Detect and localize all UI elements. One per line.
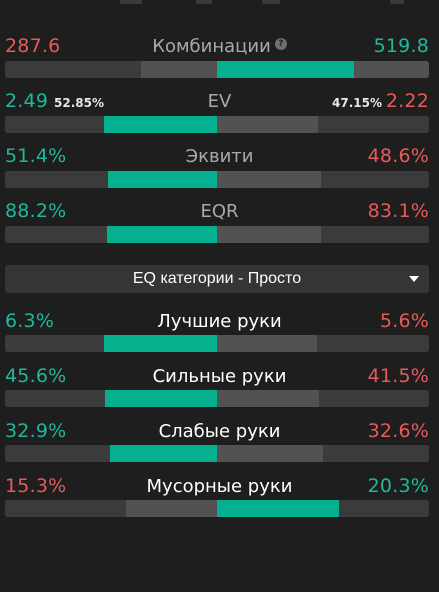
best-left-value: 6.3% [5,310,55,332]
bar-right-gap [317,335,429,352]
ev-right-percent: 47.15% [332,96,382,110]
equity-right-value: 48.6% [367,145,429,167]
bar-right-fill [217,500,339,517]
best-title: Лучшие руки [157,311,282,332]
bar-right-fill [217,445,323,462]
combinations-bar [5,61,429,78]
bar-left-fill [108,171,217,188]
ev-left-value: 2.49 [5,90,49,112]
bar-left-fill [107,226,217,243]
bar-right-gap [321,171,429,188]
bar-right-gap [321,226,429,243]
trash-right-value: 20.3% [367,475,429,497]
bar-left-gap [5,445,110,462]
bar-left-gap [5,61,141,78]
weak-right-value: 32.6% [367,420,429,442]
bar-right-fill [217,335,317,352]
stat-row-combinations: 287.6 Комбинации? 519.8 [0,32,439,62]
bar-left-gap [5,116,104,133]
bar-left-fill [104,335,217,352]
chevron-down-icon[interactable] [409,276,419,282]
strong-bar [5,390,429,407]
bar-left-gap [5,500,126,517]
bar-left-fill [141,61,217,78]
weak-left-value: 32.9% [5,420,67,442]
strong-title: Сильные руки [152,366,287,387]
bar-left-fill [110,445,217,462]
category-row-trash: 15.3% Мусорные руки 20.3% [0,472,439,502]
weak-title: Слабые руки [158,421,281,442]
bar-left-gap [5,390,105,407]
bar-right-gap [354,61,429,78]
ev-title: EV [207,91,232,112]
bar-right-fill [217,61,354,78]
eqr-right-value: 83.1% [367,200,429,222]
category-row-best: 6.3% Лучшие руки 5.6% [0,307,439,337]
bar-right-fill [217,171,321,188]
best-bar [5,335,429,352]
bar-left-gap [5,171,108,188]
bar-right-fill [217,116,318,133]
bar-left-gap [5,335,104,352]
stat-row-eqr: 88.2% EQR 83.1% [0,197,439,227]
equity-bar [5,171,429,188]
bar-right-gap [323,445,429,462]
eq-category-select[interactable]: EQ категории - Просто [5,265,429,293]
bar-right-fill [217,226,321,243]
bar-left-gap [5,226,107,243]
equity-left-value: 51.4% [5,145,67,167]
combinations-left-value: 287.6 [5,35,61,57]
eqr-bar [5,226,429,243]
bar-right-gap [319,390,429,407]
stat-row-ev: 2.49 52.85% EV 47.15% 2.22 [0,87,439,117]
question-circle-icon[interactable]: ? [274,38,287,50]
bar-right-gap [339,500,429,517]
eqr-left-value: 88.2% [5,200,67,222]
category-row-weak: 32.9% Слабые руки 32.6% [0,417,439,447]
bar-left-fill [126,500,217,517]
strong-left-value: 45.6% [5,365,67,387]
bar-right-gap [318,116,429,133]
weak-bar [5,445,429,462]
best-right-value: 5.6% [379,310,429,332]
ev-right-value: 2.22 [385,90,429,112]
bar-left-fill [104,116,217,133]
stat-row-equity: 51.4% Эквити 48.6% [0,142,439,172]
ev-bar [5,116,429,133]
trash-title: Мусорные руки [146,476,293,497]
ev-left-percent: 52.85% [54,96,104,110]
category-row-strong: 45.6% Сильные руки 41.5% [0,362,439,392]
bar-right-fill [217,390,319,407]
trash-left-value: 15.3% [5,475,67,497]
strong-right-value: 41.5% [367,365,429,387]
eq-category-selected-label: EQ категории - Просто [132,270,302,287]
combinations-title: Комбинации? [0,35,439,59]
combinations-right-value: 519.8 [373,35,429,57]
trash-bar [5,500,429,517]
bar-left-fill [105,390,217,407]
eqr-title: EQR [200,201,239,222]
scrolled-content-edge [0,0,439,8]
equity-title: Эквити [185,146,254,167]
